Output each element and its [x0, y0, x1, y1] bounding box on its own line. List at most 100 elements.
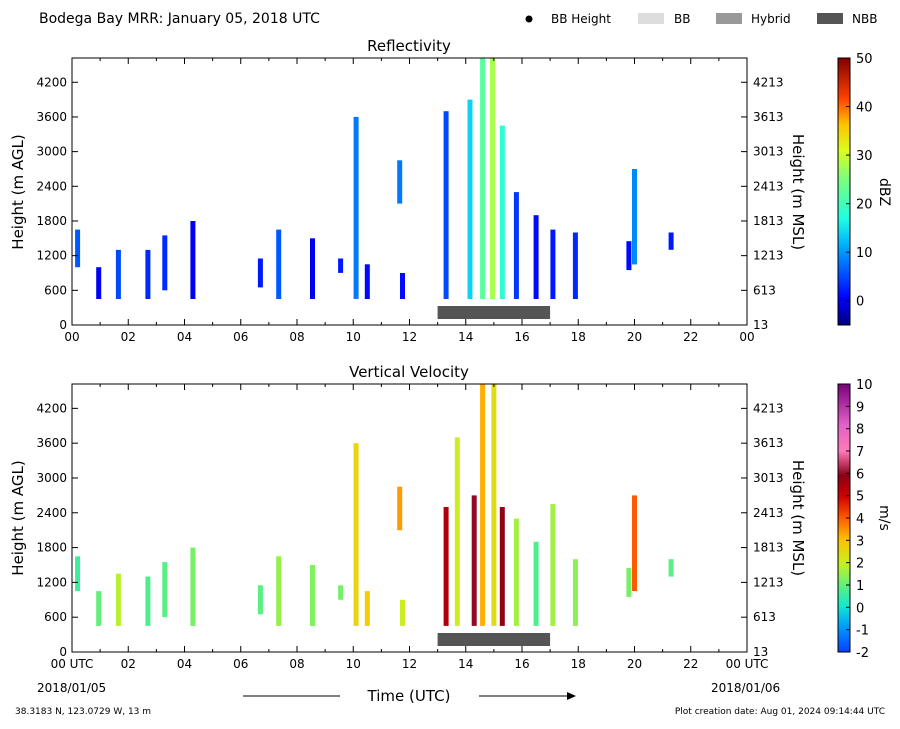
reflectivity-x-tick-label: 00	[739, 330, 754, 344]
vertical-velocity-x-tick-label: 20	[627, 657, 642, 671]
reflectivity-panel: Reflectivity Height (m AGL) Height (m MS…	[9, 37, 892, 344]
vertical-velocity-right-axis-label: Height (m MSL)	[789, 460, 807, 576]
reflectivity-x-tick-label: 08	[289, 330, 304, 344]
reflectivity-x-tick-label: 06	[233, 330, 248, 344]
vertical-velocity-colorbar-tick-label: 0	[856, 601, 864, 616]
start-date-label: 2018/01/05	[37, 681, 106, 695]
reflectivity-y-tick-label-right: 1813	[753, 214, 784, 228]
reflectivity-colorbar-tick-label: 30	[856, 149, 873, 164]
vertical-velocity-y-tick-label: 1800	[36, 541, 67, 555]
reflectivity-right-axis-label: Height (m MSL)	[789, 134, 807, 250]
reflectivity-y-tick-label-right: 3613	[753, 110, 784, 124]
vertical-velocity-y-tick-label-right: 4213	[753, 401, 784, 415]
vertical-velocity-y-tick-label: 4200	[36, 401, 67, 415]
reflectivity-x-tick-label: 12	[402, 330, 417, 344]
figure-legend: BB Height BB Hybrid NBB	[525, 12, 877, 26]
reflectivity-colorbar-ticks: 0 10 20 30 40 50	[846, 52, 873, 310]
reflectivity-x-tick-label: 16	[514, 330, 529, 344]
reflectivity-echo-column	[338, 258, 344, 273]
vertical-velocity-y-tick-label-right: 13	[753, 645, 768, 659]
reflectivity-echo-column	[499, 125, 505, 299]
vertical-velocity-panel: Vertical Velocity Height (m AGL) Height …	[9, 363, 892, 671]
reflectivity-y-tick-label: 2400	[36, 179, 67, 193]
reflectivity-colorbar-tick-label: 20	[856, 198, 873, 213]
vertical-velocity-echo-column	[626, 567, 632, 597]
vertical-velocity-echo-column	[550, 504, 556, 626]
reflectivity-echo-column	[490, 58, 495, 299]
reflectivity-echo-column	[115, 249, 121, 299]
vertical-velocity-y-tick-label: 2400	[36, 506, 67, 520]
vertical-velocity-echo-column	[471, 495, 477, 626]
vertical-velocity-echo-column	[364, 591, 370, 626]
vertical-velocity-x-tick-label: 00 UTC	[51, 657, 94, 671]
vertical-velocity-x-tick-label: 18	[571, 657, 586, 671]
station-location: 38.3183 N, 123.0729 W, 13 m	[15, 707, 151, 717]
nbb-legend-swatch	[817, 13, 843, 24]
reflectivity-echo-column	[75, 229, 81, 268]
bb-height-legend-marker	[525, 15, 533, 23]
vertical-velocity-y-tick-label-right: 1213	[753, 575, 784, 589]
vertical-velocity-colorbar-tick-label: 6	[856, 467, 864, 482]
vertical-velocity-x-tick-label: 16	[514, 657, 529, 671]
reflectivity-y-tick-label-right: 3013	[753, 145, 784, 159]
reflectivity-y-tick-label-right: 613	[753, 283, 776, 297]
reflectivity-y-tick-label: 3600	[36, 110, 67, 124]
vertical-velocity-x-tick-label: 04	[177, 657, 192, 671]
reflectivity-echo-column	[632, 169, 637, 265]
vertical-velocity-echo-column	[75, 556, 81, 592]
reflectivity-plot-frame	[71, 57, 748, 326]
reflectivity-echo-column	[310, 238, 315, 299]
legend-label-nbb: NBB	[852, 12, 877, 26]
vertical-velocity-colorbar-tick-label: -2	[856, 646, 869, 661]
x-axis-label: Time (UTC)	[367, 687, 451, 705]
reflectivity-colorbar-label: dBZ	[876, 178, 892, 206]
vertical-velocity-echo-column	[115, 573, 121, 626]
vertical-velocity-echo-column	[480, 384, 486, 626]
reflectivity-x-tick-label: 10	[346, 330, 361, 344]
vertical-velocity-x-tick-label: 22	[683, 657, 698, 671]
vertical-velocity-echo-column	[454, 437, 460, 626]
reflectivity-echo-column	[397, 160, 403, 204]
reflectivity-x-tick-label: 20	[627, 330, 642, 344]
vertical-velocity-echo-column	[162, 562, 168, 618]
reflectivity-colorbar-tick-label: 40	[856, 101, 873, 116]
vertical-velocity-echo-column	[145, 576, 151, 626]
vertical-velocity-y-tick-label: 3600	[36, 436, 67, 450]
reflectivity-y-tick-label: 1800	[36, 214, 67, 228]
vertical-velocity-colorbar-tick-label: 4	[856, 512, 864, 527]
reflectivity-y-tick-label: 4200	[36, 75, 67, 89]
vertical-velocity-echo-column	[443, 507, 449, 626]
reflectivity-colorbar	[837, 57, 851, 326]
vertical-velocity-y-tick-label: 3000	[36, 471, 67, 485]
vertical-velocity-y-tick-label: 0	[59, 645, 67, 659]
vertical-velocity-y-tick-label-right: 1813	[753, 541, 784, 555]
reflectivity-echo-column	[443, 111, 449, 299]
reflectivity-echo-column	[533, 215, 539, 299]
vertical-velocity-y-tick-label-right: 2413	[753, 506, 784, 520]
vertical-velocity-echo-column	[257, 585, 263, 615]
reflectivity-y-tick-label-right: 2413	[753, 179, 784, 193]
vertical-velocity-nbb-bar	[437, 633, 551, 646]
bb-legend-swatch	[638, 13, 664, 24]
vertical-velocity-colorbar-tick-label: 2	[856, 557, 864, 572]
vertical-velocity-y-tick-label-right: 3613	[753, 436, 784, 450]
hybrid-legend-swatch	[716, 13, 742, 24]
vertical-velocity-colorbar-ticks: -2 -1 0 1 2 3 4 5 6 7 8 9 10	[846, 378, 873, 661]
reflectivity-colorbar-tick-label: 10	[856, 246, 873, 261]
vertical-velocity-echo-column	[632, 495, 637, 592]
vertical-velocity-echo-column	[96, 591, 102, 626]
figure-title: Bodega Bay MRR: January 05, 2018 UTC	[39, 11, 320, 27]
reflectivity-echo-column	[668, 232, 674, 250]
vertical-velocity-x-tick-label: 10	[346, 657, 361, 671]
reflectivity-echo-column	[364, 264, 370, 299]
vertical-velocity-echo-column	[400, 599, 405, 626]
vertical-velocity-echo-column	[353, 443, 359, 626]
reflectivity-echo-column	[400, 273, 405, 299]
reflectivity-colorbar-tick-label: 50	[856, 52, 873, 67]
vertical-velocity-colorbar-tick-label: 8	[856, 423, 864, 438]
reflectivity-x-tick-label: 22	[683, 330, 698, 344]
reflectivity-echo-column	[145, 249, 151, 299]
reflectivity-echo-column	[190, 221, 196, 299]
